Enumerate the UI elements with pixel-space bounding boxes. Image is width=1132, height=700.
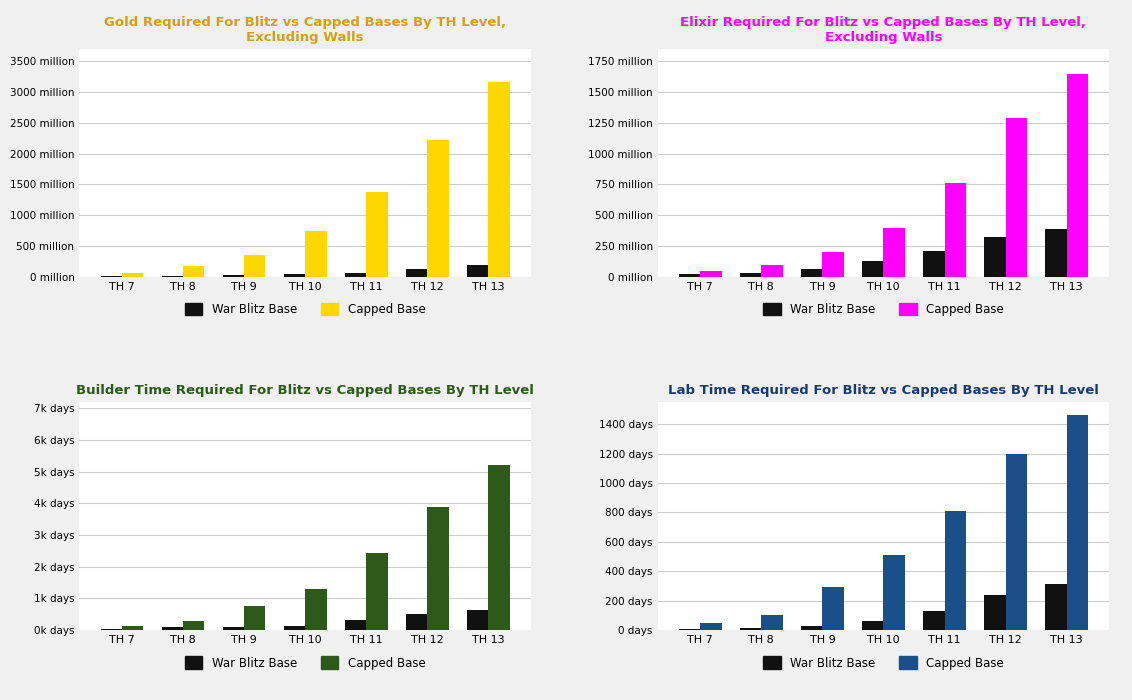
Bar [101,629,122,630]
Bar [345,620,366,630]
Bar [944,511,966,630]
Bar [406,270,427,276]
Bar [1066,74,1088,276]
Bar [306,231,326,276]
Bar [245,606,266,630]
Bar [801,626,823,630]
Bar [1045,229,1066,276]
Bar [345,273,366,276]
Legend: War Blitz Base, Capped Base: War Blitz Base, Capped Base [758,299,1009,321]
Bar [427,139,448,276]
Bar [488,466,509,630]
Bar [466,265,488,277]
Bar [427,507,448,630]
Bar [762,615,782,630]
Bar [406,614,427,630]
Bar [701,624,722,630]
Bar [366,554,387,630]
Bar [863,261,883,277]
Bar [122,272,144,276]
Bar [984,595,1005,630]
Legend: War Blitz Base, Capped Base: War Blitz Base, Capped Base [180,652,430,674]
Bar [284,626,306,630]
Bar [245,256,266,276]
Bar [223,275,245,276]
Bar [863,621,883,630]
Title: Lab Time Required For Blitz vs Capped Bases By TH Level: Lab Time Required For Blitz vs Capped Ba… [668,384,1099,397]
Bar [883,555,904,630]
Bar [488,82,509,276]
Bar [284,274,306,277]
Bar [1045,584,1066,630]
Bar [701,272,722,276]
Bar [183,621,205,630]
Bar [923,611,944,630]
Bar [1005,118,1027,276]
Bar [366,192,387,276]
Bar [740,628,762,630]
Bar [679,629,701,630]
Title: Elixir Required For Blitz vs Capped Bases By TH Level,
Excluding Walls: Elixir Required For Blitz vs Capped Base… [680,15,1087,43]
Bar [162,627,183,630]
Bar [823,587,843,630]
Bar [1066,415,1088,630]
Bar [183,267,205,276]
Bar [466,610,488,630]
Bar [1005,454,1027,630]
Legend: War Blitz Base, Capped Base: War Blitz Base, Capped Base [758,652,1009,674]
Title: Builder Time Required For Blitz vs Capped Bases By TH Level: Builder Time Required For Blitz vs Cappe… [76,384,534,397]
Bar [740,272,762,276]
Legend: War Blitz Base, Capped Base: War Blitz Base, Capped Base [180,299,430,321]
Bar [944,183,966,276]
Bar [223,626,245,630]
Bar [122,626,144,630]
Bar [801,270,823,276]
Bar [823,252,843,276]
Title: Gold Required For Blitz vs Capped Bases By TH Level,
Excluding Walls: Gold Required For Blitz vs Capped Bases … [104,15,506,43]
Bar [923,251,944,276]
Bar [984,237,1005,276]
Bar [306,589,326,630]
Bar [883,228,904,276]
Bar [679,274,701,277]
Bar [762,265,782,277]
